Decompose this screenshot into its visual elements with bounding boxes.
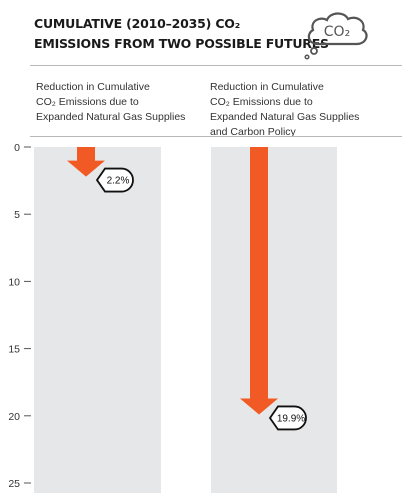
chart-title: CUMULATIVE (2010–2035) CO₂ EMISSIONS FRO… bbox=[34, 14, 329, 54]
bar-arrow-1 bbox=[67, 147, 105, 177]
y-tick-label-20: 20 bbox=[8, 411, 20, 423]
column-band-1 bbox=[34, 147, 161, 493]
panel-2-label-line-2: CO₂ Emissions due to bbox=[210, 96, 313, 108]
co2-cloud-icon: CO₂ bbox=[304, 12, 368, 60]
header-divider bbox=[30, 136, 402, 137]
data-label-callout-2 bbox=[268, 405, 307, 431]
y-tick-label-15: 15 bbox=[8, 344, 20, 356]
panel-1-label-line-1: Reduction in Cumulative bbox=[36, 81, 150, 93]
y-tick-label-5: 5 bbox=[14, 209, 20, 221]
data-label-1: 2.2% bbox=[107, 176, 130, 187]
panel-label-2: Reduction in Cumulative CO₂ Emissions du… bbox=[210, 80, 359, 140]
panel-1-label-line-2: CO₂ Emissions due to bbox=[36, 96, 139, 108]
chart-title-line-2: EMISSIONS FROM TWO POSSIBLE FUTURES bbox=[34, 36, 329, 51]
y-tick-label-0: 0 bbox=[14, 142, 20, 154]
panel-2-label-line-1: Reduction in Cumulative bbox=[210, 81, 324, 93]
panel-1-label-line-3: Expanded Natural Gas Supplies bbox=[36, 111, 186, 123]
data-label-callout-1 bbox=[95, 167, 134, 193]
co2-icon-text: CO₂ bbox=[324, 24, 350, 40]
bar-arrow-2 bbox=[240, 147, 278, 415]
column-band-2 bbox=[211, 147, 337, 493]
panel-2-label-line-3: Expanded Natural Gas Supplies bbox=[210, 111, 360, 123]
panel-label-1: Reduction in Cumulative CO₂ Emissions du… bbox=[36, 80, 185, 125]
data-label-2: 19.9% bbox=[277, 413, 305, 424]
chart-title-line-1: CUMULATIVE (2010–2035) CO₂ bbox=[34, 16, 241, 31]
y-tick-label-25: 25 bbox=[8, 478, 20, 490]
y-tick-label-10: 10 bbox=[8, 276, 20, 288]
panel-2-label-line-4: and Carbon Policy bbox=[210, 126, 296, 138]
title-divider bbox=[30, 65, 402, 66]
